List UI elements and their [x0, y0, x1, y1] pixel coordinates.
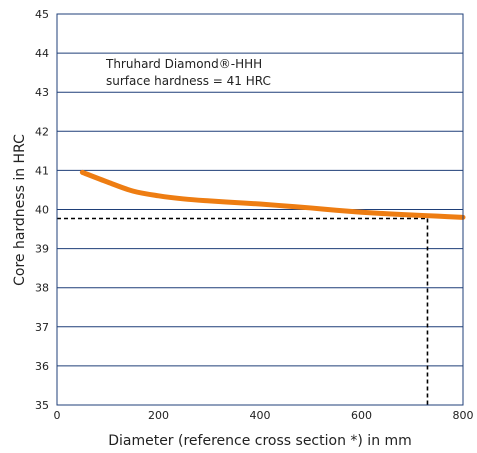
y-axis-ticks: 35 36 37 38 39 40 41 42 43 44 45	[35, 8, 49, 412]
annotation-line-1: Thruhard Diamond®-HHH	[105, 57, 262, 71]
y-tick-label-42: 42	[35, 125, 49, 138]
annotation-line-2: surface hardness = 41 HRC	[106, 74, 271, 88]
annotation-box: Thruhard Diamond®-HHH surface hardness =…	[105, 57, 271, 88]
x-tick-label-200: 200	[148, 409, 169, 422]
series-line-0	[79, 169, 466, 220]
series-layer	[79, 169, 466, 220]
x-axis-label: Diameter (reference cross section *) in …	[108, 433, 412, 449]
y-tick-label-39: 39	[35, 243, 49, 256]
x-tick-label-600: 600	[351, 409, 372, 422]
y-tick-label-43: 43	[35, 86, 49, 99]
x-tick-label-400: 400	[250, 409, 271, 422]
y-tick-label-41: 41	[35, 164, 49, 177]
grid-lines	[57, 13, 463, 406]
plot-frame	[56, 13, 464, 406]
reference-lines	[57, 217, 429, 405]
y-tick-label-36: 36	[35, 360, 49, 373]
y-axis-label: Core hardness in HRC	[12, 134, 28, 286]
y-tick-label-38: 38	[35, 282, 49, 295]
y-tick-label-35: 35	[35, 399, 49, 412]
y-tick-label-40: 40	[35, 204, 49, 217]
y-tick-label-45: 45	[35, 8, 49, 21]
x-axis-ticks: 0 200 400 600 800	[54, 409, 474, 422]
x-tick-label-800: 800	[453, 409, 474, 422]
x-tick-label-0: 0	[54, 409, 61, 422]
y-tick-label-44: 44	[35, 47, 49, 60]
y-tick-label-37: 37	[35, 321, 49, 334]
